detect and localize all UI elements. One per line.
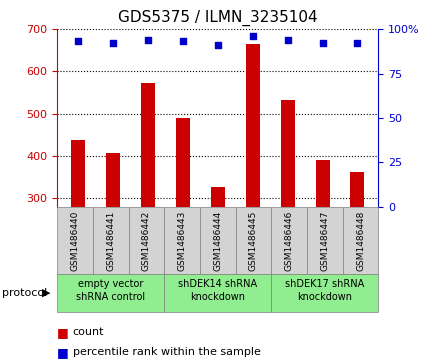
- Text: empty vector: empty vector: [78, 279, 143, 289]
- Text: GSM1486446: GSM1486446: [285, 210, 293, 271]
- Text: GSM1486445: GSM1486445: [249, 210, 258, 271]
- Bar: [351, 172, 364, 326]
- Text: percentile rank within the sample: percentile rank within the sample: [73, 347, 260, 357]
- Title: GDS5375 / ILMN_3235104: GDS5375 / ILMN_3235104: [118, 10, 318, 26]
- Text: GSM1486440: GSM1486440: [70, 210, 80, 271]
- Bar: [315, 160, 330, 326]
- Text: shDEK17 shRNA: shDEK17 shRNA: [285, 279, 364, 289]
- Text: GSM1486442: GSM1486442: [142, 211, 151, 270]
- Text: GSM1486443: GSM1486443: [178, 210, 187, 271]
- Text: GSM1486448: GSM1486448: [356, 210, 365, 271]
- Text: GSM1486444: GSM1486444: [213, 211, 222, 270]
- Bar: [246, 44, 260, 326]
- Bar: [71, 140, 85, 326]
- Text: ■: ■: [57, 326, 69, 339]
- Text: shDEK14 shRNA: shDEK14 shRNA: [178, 279, 257, 289]
- Point: [284, 37, 291, 42]
- Bar: [281, 100, 295, 326]
- Point: [319, 40, 326, 46]
- Point: [180, 38, 187, 44]
- Bar: [106, 153, 120, 326]
- Text: knockdown: knockdown: [190, 292, 246, 302]
- Point: [144, 37, 151, 42]
- Point: [214, 42, 221, 48]
- Text: shRNA control: shRNA control: [76, 292, 145, 302]
- Text: knockdown: knockdown: [297, 292, 352, 302]
- Text: GSM1486447: GSM1486447: [320, 210, 330, 271]
- Text: ▶: ▶: [42, 288, 50, 298]
- Point: [354, 40, 361, 46]
- Bar: [211, 187, 225, 326]
- Point: [249, 33, 256, 39]
- Text: ■: ■: [57, 346, 69, 359]
- Point: [75, 38, 82, 44]
- Bar: [176, 118, 190, 326]
- Text: count: count: [73, 327, 104, 337]
- Bar: [141, 83, 155, 326]
- Text: protocol: protocol: [2, 288, 48, 298]
- Text: GSM1486441: GSM1486441: [106, 210, 115, 271]
- Point: [110, 40, 117, 46]
